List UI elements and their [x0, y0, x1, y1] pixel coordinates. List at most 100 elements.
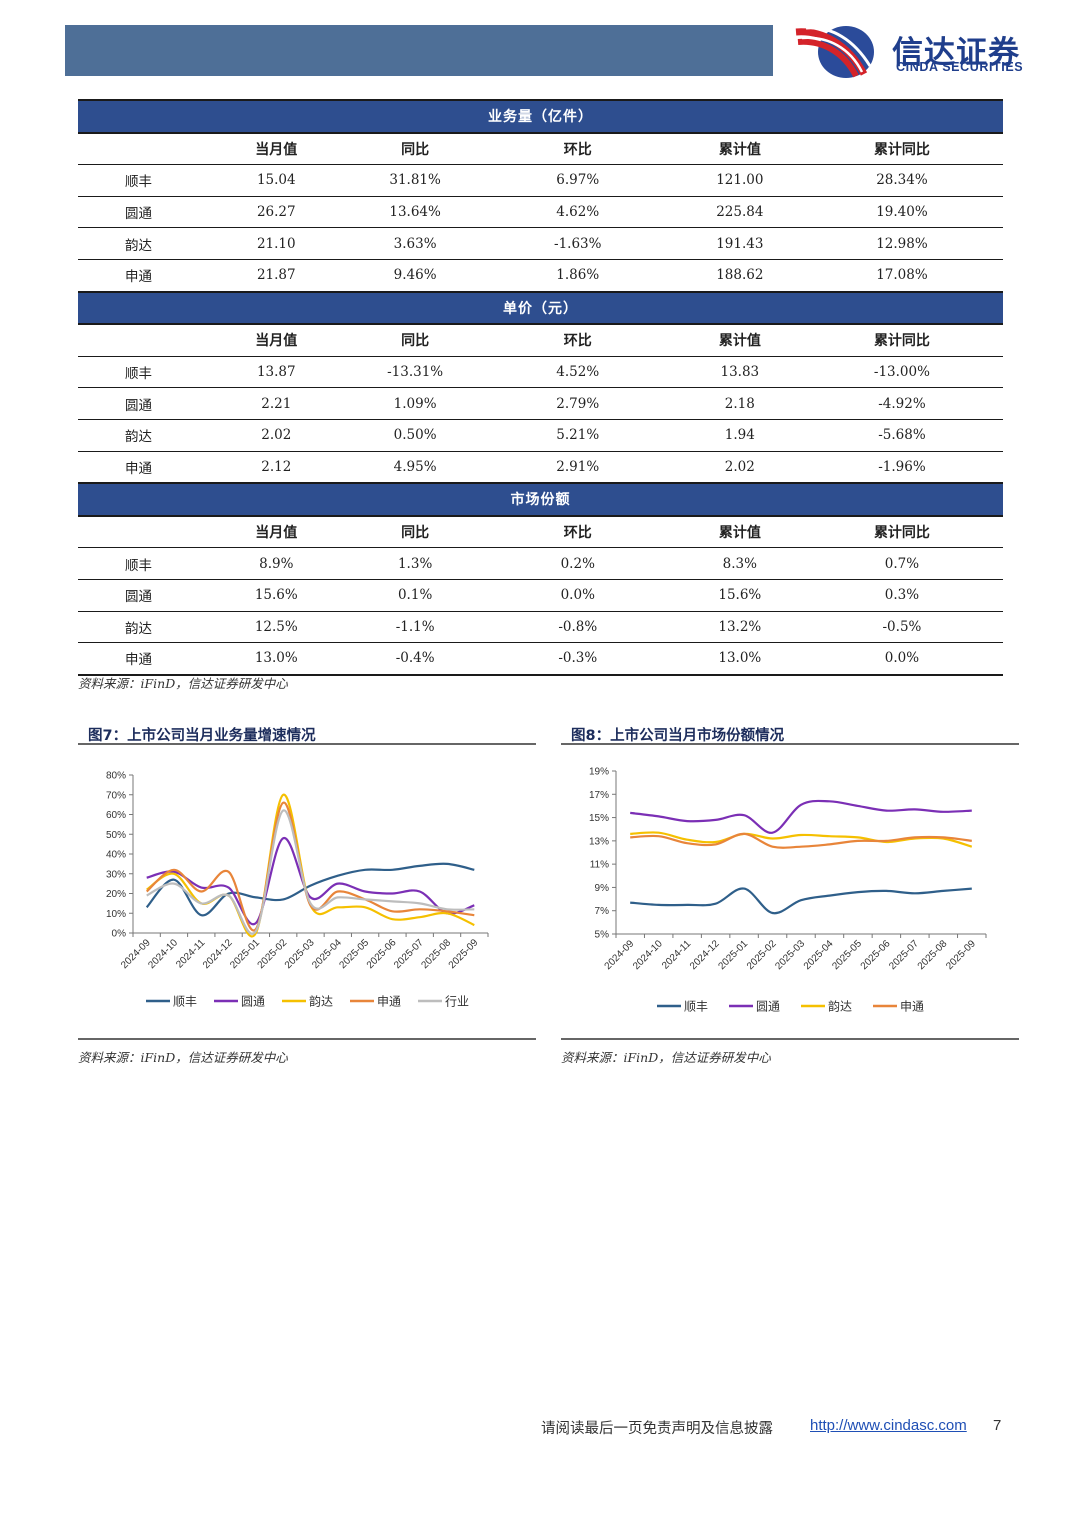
x-tick-label: 2025-07 — [887, 938, 921, 972]
value-cell: 13.0% — [678, 642, 801, 676]
column-header: 累计值 — [678, 515, 801, 549]
x-tick-label: 2024-09 — [603, 938, 637, 972]
table-row: 申通 13.0% -0.4% -0.3% 13.0% 0.0% — [78, 642, 1003, 676]
table-row: 圆通 2.21 1.09% 2.79% 2.18 -4.92% — [78, 387, 1003, 420]
table-row: 韵达 21.10 3.63% -1.63% 191.43 12.98% — [78, 227, 1003, 260]
value-cell: -1.63% — [476, 227, 679, 260]
column-header: 当月值 — [199, 324, 354, 357]
legend-label: 圆通 — [241, 995, 265, 1009]
legend-label: 韵达 — [828, 999, 852, 1014]
legend-label: 申通 — [377, 995, 401, 1009]
company-name-cell: 韵达 — [78, 419, 200, 452]
series-line-韵达 — [630, 831, 973, 848]
y-tick-label: 50% — [106, 830, 126, 841]
x-tick-label: 2025-02 — [745, 938, 779, 972]
value-cell: 13.64% — [353, 196, 477, 229]
page-number: 7 — [993, 1417, 1002, 1434]
table-row: 申通 2.12 4.95% 2.91% 2.02 -1.96% — [78, 451, 1003, 484]
column-header: 同比 — [353, 132, 477, 166]
value-cell: 2.18 — [678, 387, 801, 420]
y-tick-label: 70% — [106, 790, 126, 801]
legend-label: 韵达 — [309, 994, 333, 1009]
company-name-cell: 韵达 — [78, 227, 200, 260]
value-cell: 1.3% — [353, 547, 477, 580]
value-cell: 4.52% — [476, 356, 679, 389]
section-header-row: 业务量（亿件） — [78, 99, 1003, 134]
column-header: 累计值 — [678, 324, 801, 357]
y-tick-label: 13% — [589, 836, 609, 847]
section-title: 业务量（亿件） — [78, 99, 1003, 134]
table-source-note: 资料来源：iFinD，信达证券研发中心 — [78, 676, 288, 691]
company-name-cell: 圆通 — [78, 387, 200, 420]
column-header-row: 当月值 同比 环比 累计值 累计同比 — [78, 515, 1003, 549]
footer-website-link[interactable]: http://www.cindasc.com — [810, 1417, 967, 1434]
cinda-logo-icon — [795, 26, 874, 78]
column-header: 同比 — [353, 515, 477, 549]
company-name-cell: 圆通 — [78, 196, 200, 229]
y-tick-label: 30% — [106, 869, 126, 880]
table-row: 韵达 2.02 0.50% 5.21% 1.94 -5.68% — [78, 419, 1003, 452]
legend-label: 顺丰 — [684, 1000, 708, 1014]
company-name-cell: 申通 — [78, 642, 200, 676]
value-cell: 21.10 — [199, 227, 354, 260]
header-banner — [65, 25, 773, 76]
value-cell: -0.5% — [800, 611, 1003, 644]
y-tick-label: 60% — [106, 810, 126, 821]
company-name-cell: 圆通 — [78, 579, 200, 612]
value-cell: 3.63% — [353, 227, 477, 260]
x-tick-label: 2025-06 — [859, 938, 893, 972]
fig8-line-chart: 5%7%9%11%13%15%17%19%2024-092024-102024-… — [589, 767, 987, 1014]
company-name-cell: 顺丰 — [78, 547, 200, 580]
value-cell: 13.2% — [678, 611, 801, 644]
value-cell: -1.1% — [353, 611, 477, 644]
value-cell: 0.1% — [353, 579, 477, 612]
value-cell: 121.00 — [678, 164, 801, 197]
value-cell: 188.62 — [678, 259, 801, 293]
column-header: 同比 — [353, 324, 477, 357]
series-line-行业 — [146, 809, 475, 935]
value-cell: 8.3% — [678, 547, 801, 580]
value-cell: -4.92% — [800, 387, 1003, 420]
legend-label: 顺丰 — [173, 995, 197, 1009]
legend-label: 行业 — [445, 995, 469, 1009]
x-tick-label: 2025-04 — [802, 938, 836, 972]
value-cell: 13.0% — [199, 642, 354, 676]
y-tick-label: 0% — [112, 929, 127, 940]
value-cell: 6.97% — [476, 164, 679, 197]
value-cell: 15.6% — [199, 579, 354, 612]
company-name-cell: 韵达 — [78, 611, 200, 644]
column-header — [78, 324, 200, 357]
value-cell: 12.98% — [800, 227, 1003, 260]
x-tick-label: 2024-10 — [631, 938, 665, 972]
value-cell: 4.95% — [353, 451, 477, 484]
value-cell: 2.79% — [476, 387, 679, 420]
value-cell: 15.6% — [678, 579, 801, 612]
x-tick-label: 2025-08 — [916, 938, 950, 972]
column-header: 累计同比 — [800, 324, 1003, 357]
column-header-row: 当月值 同比 环比 累计值 累计同比 — [78, 132, 1003, 166]
x-tick-label: 2025-09 — [944, 938, 978, 972]
value-cell: 2.02 — [199, 419, 354, 452]
x-tick-label: 2025-03 — [773, 938, 807, 972]
company-name-cell: 顺丰 — [78, 356, 200, 389]
y-tick-label: 7% — [595, 906, 610, 917]
value-cell: -5.68% — [800, 419, 1003, 452]
column-header: 当月值 — [199, 515, 354, 549]
column-header-row: 当月值 同比 环比 累计值 累计同比 — [78, 324, 1003, 357]
value-cell: 5.21% — [476, 419, 679, 452]
value-cell: -13.00% — [800, 356, 1003, 389]
y-tick-label: 17% — [589, 790, 609, 801]
y-tick-label: 5% — [595, 930, 610, 941]
column-header: 环比 — [476, 132, 679, 166]
legend-label: 圆通 — [756, 1000, 780, 1014]
fig8-top-rule — [561, 743, 1019, 745]
column-header: 当月值 — [199, 132, 354, 166]
y-tick-label: 20% — [106, 889, 126, 900]
y-tick-label: 80% — [106, 771, 126, 782]
table-row: 圆通 26.27 13.64% 4.62% 225.84 19.40% — [78, 196, 1003, 229]
fig7-source-note: 资料来源：iFinD，信达证券研发中心 — [78, 1050, 288, 1065]
value-cell: -13.31% — [353, 356, 477, 389]
y-tick-label: 9% — [595, 883, 610, 894]
value-cell: 15.04 — [199, 164, 354, 197]
series-line-顺丰 — [145, 862, 475, 917]
